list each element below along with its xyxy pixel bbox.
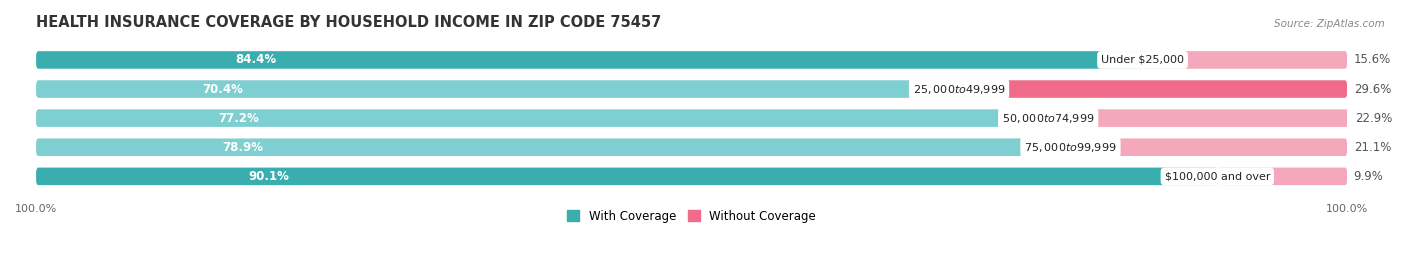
FancyBboxPatch shape [37,139,1070,156]
FancyBboxPatch shape [37,168,1218,185]
FancyBboxPatch shape [1070,139,1347,156]
Text: 22.9%: 22.9% [1355,112,1392,125]
Text: 9.9%: 9.9% [1354,170,1384,183]
FancyBboxPatch shape [37,51,1143,69]
Text: 15.6%: 15.6% [1354,54,1391,66]
FancyBboxPatch shape [1218,168,1347,185]
FancyBboxPatch shape [959,80,1347,98]
FancyBboxPatch shape [1143,51,1347,69]
Text: 78.9%: 78.9% [222,141,263,154]
Text: 90.1%: 90.1% [249,170,290,183]
Text: 29.6%: 29.6% [1354,83,1391,95]
FancyBboxPatch shape [37,109,1049,127]
FancyBboxPatch shape [37,109,1347,127]
Text: $100,000 and over: $100,000 and over [1164,171,1270,181]
Text: 77.2%: 77.2% [218,112,259,125]
FancyBboxPatch shape [37,139,1347,156]
FancyBboxPatch shape [37,80,1347,98]
Text: 84.4%: 84.4% [235,54,277,66]
FancyBboxPatch shape [37,51,1347,69]
Text: 70.4%: 70.4% [202,83,243,95]
FancyBboxPatch shape [37,80,959,98]
Text: Under $25,000: Under $25,000 [1101,55,1184,65]
Text: $25,000 to $49,999: $25,000 to $49,999 [912,83,1005,95]
Text: $75,000 to $99,999: $75,000 to $99,999 [1024,141,1116,154]
Text: 21.1%: 21.1% [1354,141,1391,154]
FancyBboxPatch shape [37,168,1347,185]
Text: Source: ZipAtlas.com: Source: ZipAtlas.com [1274,19,1385,29]
Legend: With Coverage, Without Coverage: With Coverage, Without Coverage [562,205,821,228]
Text: HEALTH INSURANCE COVERAGE BY HOUSEHOLD INCOME IN ZIP CODE 75457: HEALTH INSURANCE COVERAGE BY HOUSEHOLD I… [37,15,661,30]
Text: $50,000 to $74,999: $50,000 to $74,999 [1002,112,1094,125]
FancyBboxPatch shape [1049,109,1348,127]
